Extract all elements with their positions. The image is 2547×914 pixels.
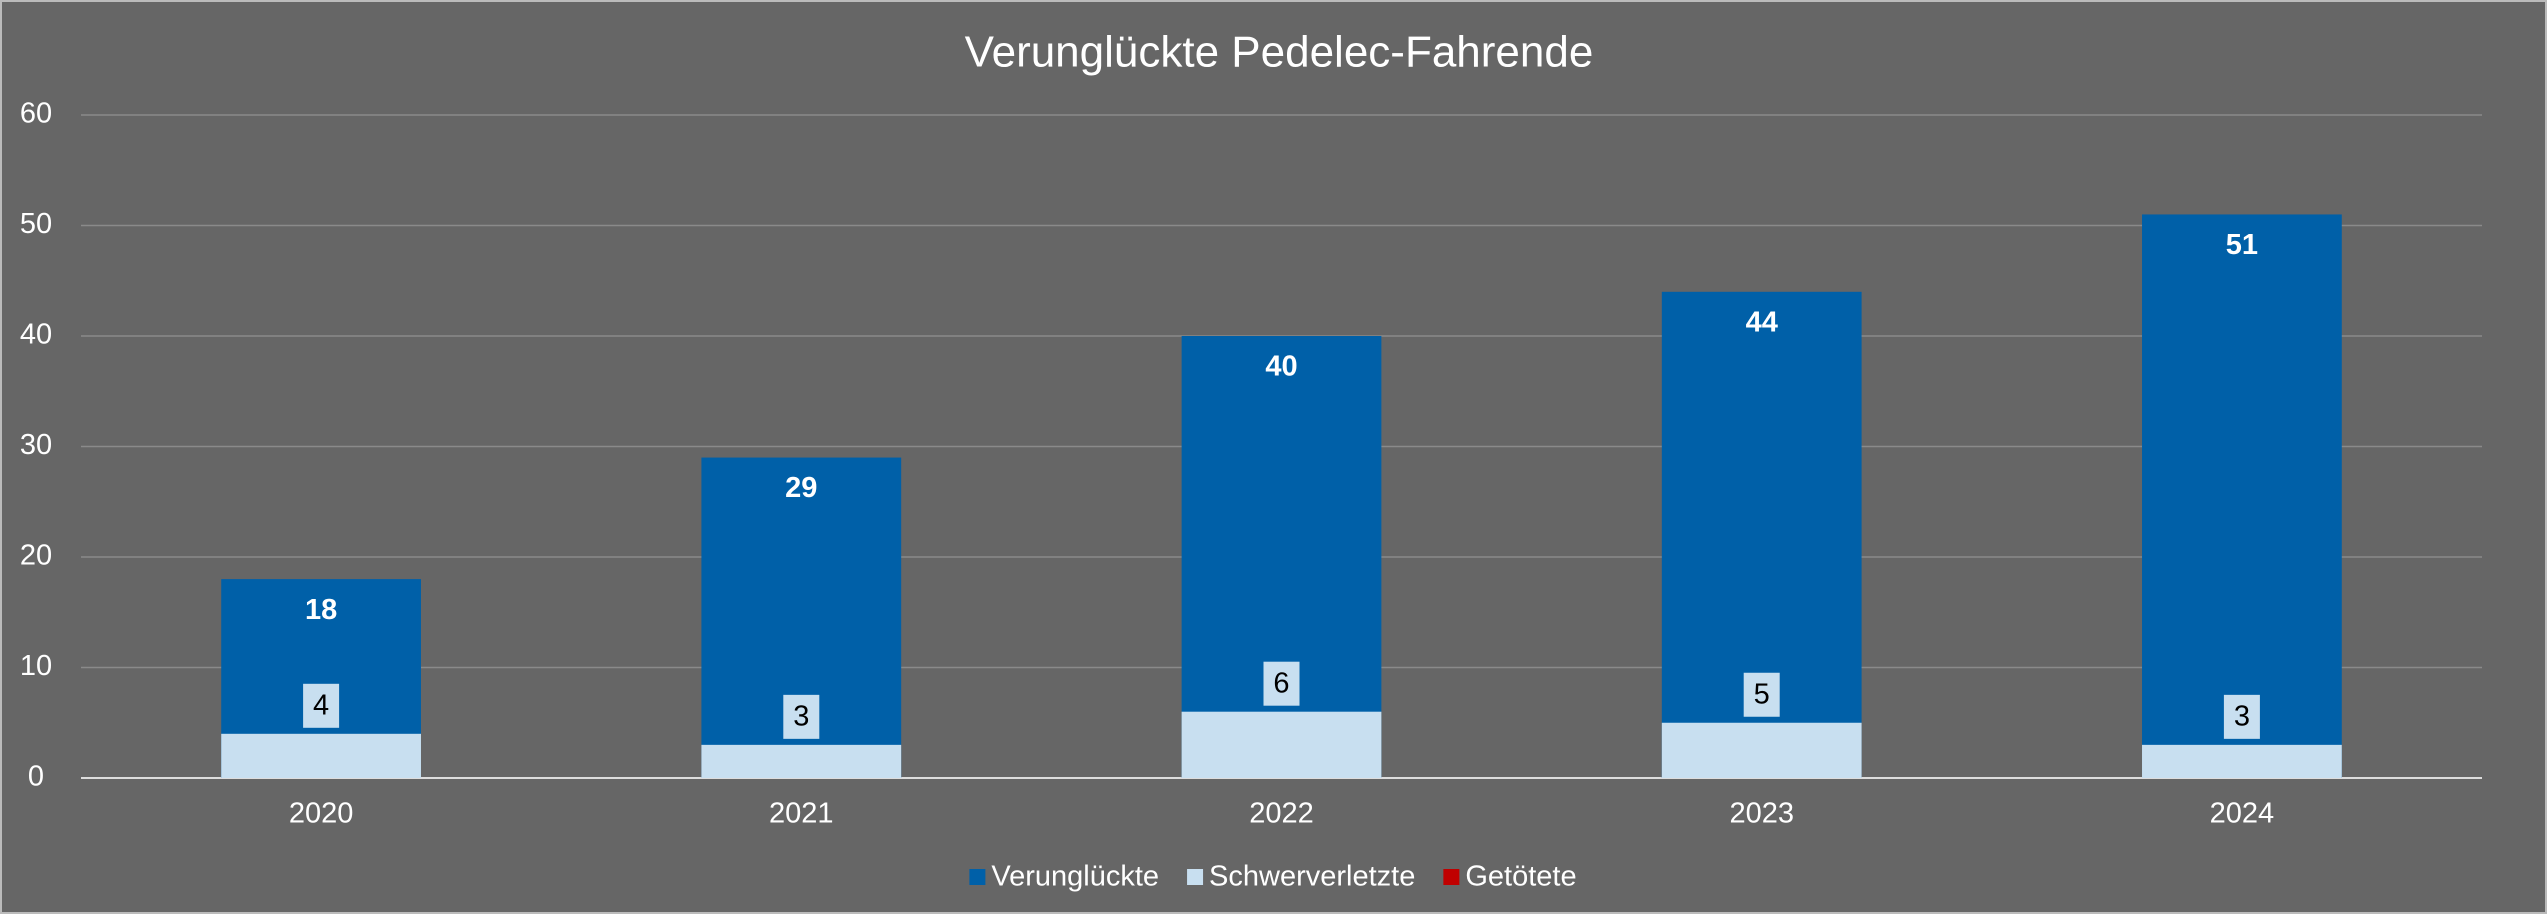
- bar: [1661, 722, 1862, 778]
- bar: [701, 744, 902, 778]
- x-tick-label: 2020: [289, 798, 354, 830]
- y-tick-label: 40: [20, 319, 52, 351]
- y-tick-label: 10: [20, 650, 52, 682]
- bar: [1181, 711, 1382, 778]
- data-label-box: [303, 683, 340, 728]
- y-tick-label: 60: [20, 98, 52, 130]
- y-tick-label: 20: [20, 540, 52, 572]
- data-label: 51: [2226, 229, 2258, 261]
- x-tick-label: 2022: [1249, 798, 1314, 830]
- data-label: 3: [2234, 701, 2250, 733]
- data-label: 6: [1273, 667, 1289, 699]
- y-tick-label: 50: [20, 208, 52, 240]
- bar: [2142, 744, 2342, 778]
- data-label-box: [1743, 672, 1780, 717]
- legend-swatch: [969, 869, 986, 885]
- legend-label: Verunglückte: [991, 861, 1159, 893]
- chart-title: Verunglückte Pedelec-Fahrende: [965, 28, 1594, 77]
- legend-label: Getötete: [1465, 861, 1576, 893]
- data-label: 29: [785, 472, 817, 504]
- x-tick-label: 2021: [769, 798, 834, 830]
- legend-swatch: [1443, 869, 1460, 885]
- data-label: 44: [1746, 306, 1778, 338]
- legend-label: Schwerverletzte: [1209, 861, 1415, 893]
- data-label: 4: [313, 689, 329, 721]
- y-tick-label: 30: [20, 429, 52, 461]
- data-label-box: [783, 694, 820, 739]
- data-label: 3: [793, 701, 809, 733]
- x-tick-label: 2024: [2210, 798, 2275, 830]
- data-label: 40: [1265, 351, 1297, 383]
- data-label-box: [2223, 694, 2260, 739]
- x-tick-label: 2023: [1729, 798, 1794, 830]
- data-label: 18: [305, 594, 337, 626]
- data-label-box: [1263, 661, 1300, 706]
- y-tick-label: 0: [28, 761, 44, 793]
- legend-swatch: [1187, 869, 1204, 885]
- bar: [2142, 214, 2342, 778]
- data-label: 5: [1754, 678, 1770, 710]
- bar: [221, 733, 421, 778]
